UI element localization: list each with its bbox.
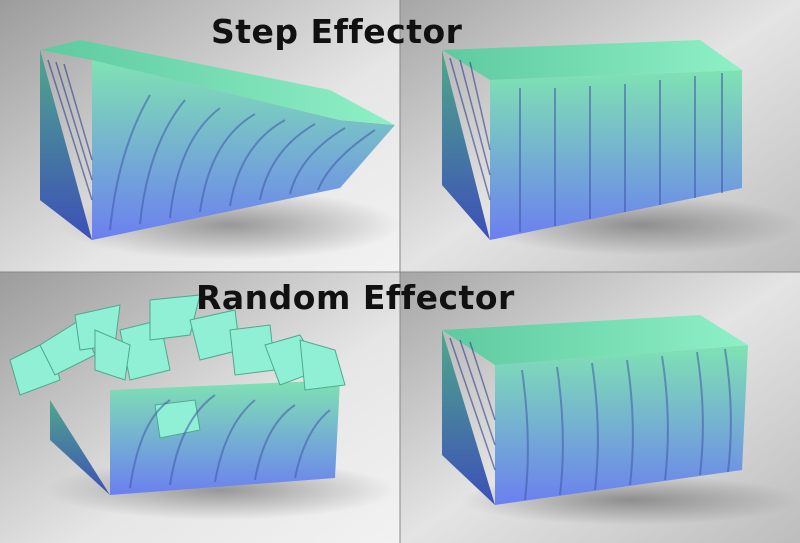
- step-effector-title: Step Effector: [211, 12, 463, 51]
- straight-fins-block-icon: [442, 40, 800, 255]
- curved-fins-block-icon: [40, 40, 400, 260]
- wavy-fins-block-icon: [442, 315, 800, 525]
- scattered-fins-block-icon: [9, 294, 395, 520]
- random-effector-title: Random Effector: [196, 278, 515, 317]
